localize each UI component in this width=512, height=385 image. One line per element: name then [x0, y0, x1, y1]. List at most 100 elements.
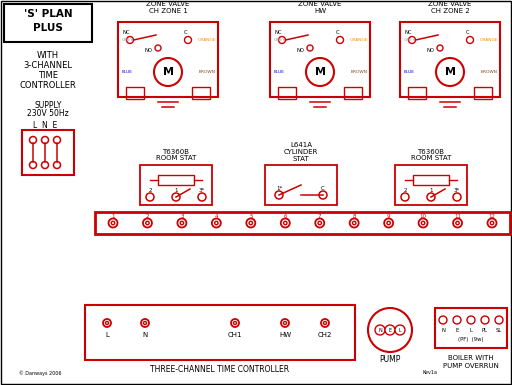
Bar	[395, 165, 467, 205]
Text: NO: NO	[296, 47, 304, 52]
Circle shape	[401, 193, 409, 201]
Text: ORANGE: ORANGE	[197, 38, 216, 42]
Text: GREY: GREY	[274, 38, 286, 42]
Text: SUPPLY: SUPPLY	[34, 100, 61, 109]
Circle shape	[281, 319, 289, 327]
Text: E: E	[455, 328, 459, 333]
Circle shape	[375, 325, 385, 335]
Circle shape	[53, 137, 60, 144]
Circle shape	[437, 45, 443, 51]
Circle shape	[103, 319, 111, 327]
Text: WITH: WITH	[37, 50, 59, 60]
Circle shape	[41, 161, 49, 169]
Text: E: E	[389, 328, 392, 333]
Text: NC: NC	[404, 30, 412, 35]
Text: 9: 9	[387, 214, 390, 219]
Circle shape	[319, 191, 327, 199]
Circle shape	[427, 193, 435, 201]
Bar	[278, 87, 296, 99]
Text: N: N	[142, 332, 147, 338]
Circle shape	[409, 37, 416, 44]
Text: ORANGE: ORANGE	[479, 38, 498, 42]
Circle shape	[41, 137, 49, 144]
Bar	[270, 22, 370, 97]
Circle shape	[111, 221, 115, 225]
Circle shape	[281, 219, 290, 228]
Text: © Danways 2006: © Danways 2006	[19, 370, 61, 376]
Circle shape	[350, 219, 359, 228]
Bar	[370, 322, 378, 338]
Text: 2: 2	[148, 187, 152, 192]
Circle shape	[321, 319, 329, 327]
Circle shape	[490, 221, 494, 225]
Text: N: N	[378, 328, 382, 333]
Circle shape	[481, 316, 489, 324]
Bar	[95, 212, 510, 234]
Text: Kev1a: Kev1a	[422, 370, 437, 375]
Text: L: L	[470, 328, 473, 333]
Text: C: C	[336, 30, 340, 35]
Text: 6: 6	[284, 214, 287, 219]
Bar	[192, 87, 210, 99]
Text: 'S' PLAN: 'S' PLAN	[24, 9, 72, 19]
Circle shape	[453, 193, 461, 201]
Circle shape	[439, 316, 447, 324]
Circle shape	[249, 221, 252, 225]
Circle shape	[184, 37, 191, 44]
Text: BLUE: BLUE	[404, 70, 415, 74]
Text: V4043H
ZONE VALVE
CH ZONE 2: V4043H ZONE VALVE CH ZONE 2	[429, 0, 472, 14]
Bar	[22, 130, 74, 175]
Bar	[85, 305, 355, 360]
Circle shape	[352, 221, 356, 225]
Text: 1: 1	[111, 214, 115, 219]
Text: 12: 12	[488, 214, 496, 219]
Text: BLUE: BLUE	[122, 70, 133, 74]
Circle shape	[30, 137, 36, 144]
Text: T6360B
ROOM STAT: T6360B ROOM STAT	[411, 149, 451, 161]
Text: L  N  E: L N E	[33, 121, 57, 129]
Circle shape	[30, 161, 36, 169]
Bar	[126, 87, 144, 99]
Bar	[474, 87, 492, 99]
Text: L: L	[399, 328, 401, 333]
Bar	[344, 87, 362, 99]
Text: M: M	[162, 67, 174, 77]
Text: (PF)  (9w): (PF) (9w)	[458, 338, 484, 343]
Text: PL: PL	[482, 328, 488, 333]
Bar	[400, 22, 500, 97]
Bar	[413, 175, 449, 185]
Circle shape	[155, 45, 161, 51]
Text: 1*: 1*	[276, 186, 282, 191]
Circle shape	[154, 58, 182, 86]
Text: L641A
CYLINDER
STAT: L641A CYLINDER STAT	[284, 142, 318, 162]
Circle shape	[384, 219, 393, 228]
Text: PUMP: PUMP	[379, 355, 401, 365]
Circle shape	[421, 221, 425, 225]
Bar	[402, 322, 410, 338]
Circle shape	[306, 58, 334, 86]
Circle shape	[307, 45, 313, 51]
Circle shape	[284, 221, 287, 225]
Bar	[140, 165, 212, 205]
Bar	[435, 308, 507, 348]
Circle shape	[387, 221, 390, 225]
Text: NC: NC	[274, 30, 282, 35]
Circle shape	[419, 219, 428, 228]
Text: NO: NO	[144, 47, 152, 52]
Circle shape	[279, 37, 286, 44]
Circle shape	[436, 58, 464, 86]
Text: N: N	[441, 328, 445, 333]
Text: SL: SL	[496, 328, 502, 333]
Text: BOILER WITH
PUMP OVERRUN: BOILER WITH PUMP OVERRUN	[443, 355, 499, 368]
Circle shape	[109, 219, 117, 228]
Text: C: C	[321, 186, 325, 191]
Text: V4043H
ZONE VALVE
CH ZONE 1: V4043H ZONE VALVE CH ZONE 1	[146, 0, 189, 14]
Text: BROWN: BROWN	[199, 70, 216, 74]
Text: C: C	[466, 30, 470, 35]
Circle shape	[146, 193, 154, 201]
Text: GREY: GREY	[122, 38, 134, 42]
Text: HW: HW	[279, 332, 291, 338]
Circle shape	[198, 193, 206, 201]
Circle shape	[143, 219, 152, 228]
Circle shape	[172, 193, 180, 201]
